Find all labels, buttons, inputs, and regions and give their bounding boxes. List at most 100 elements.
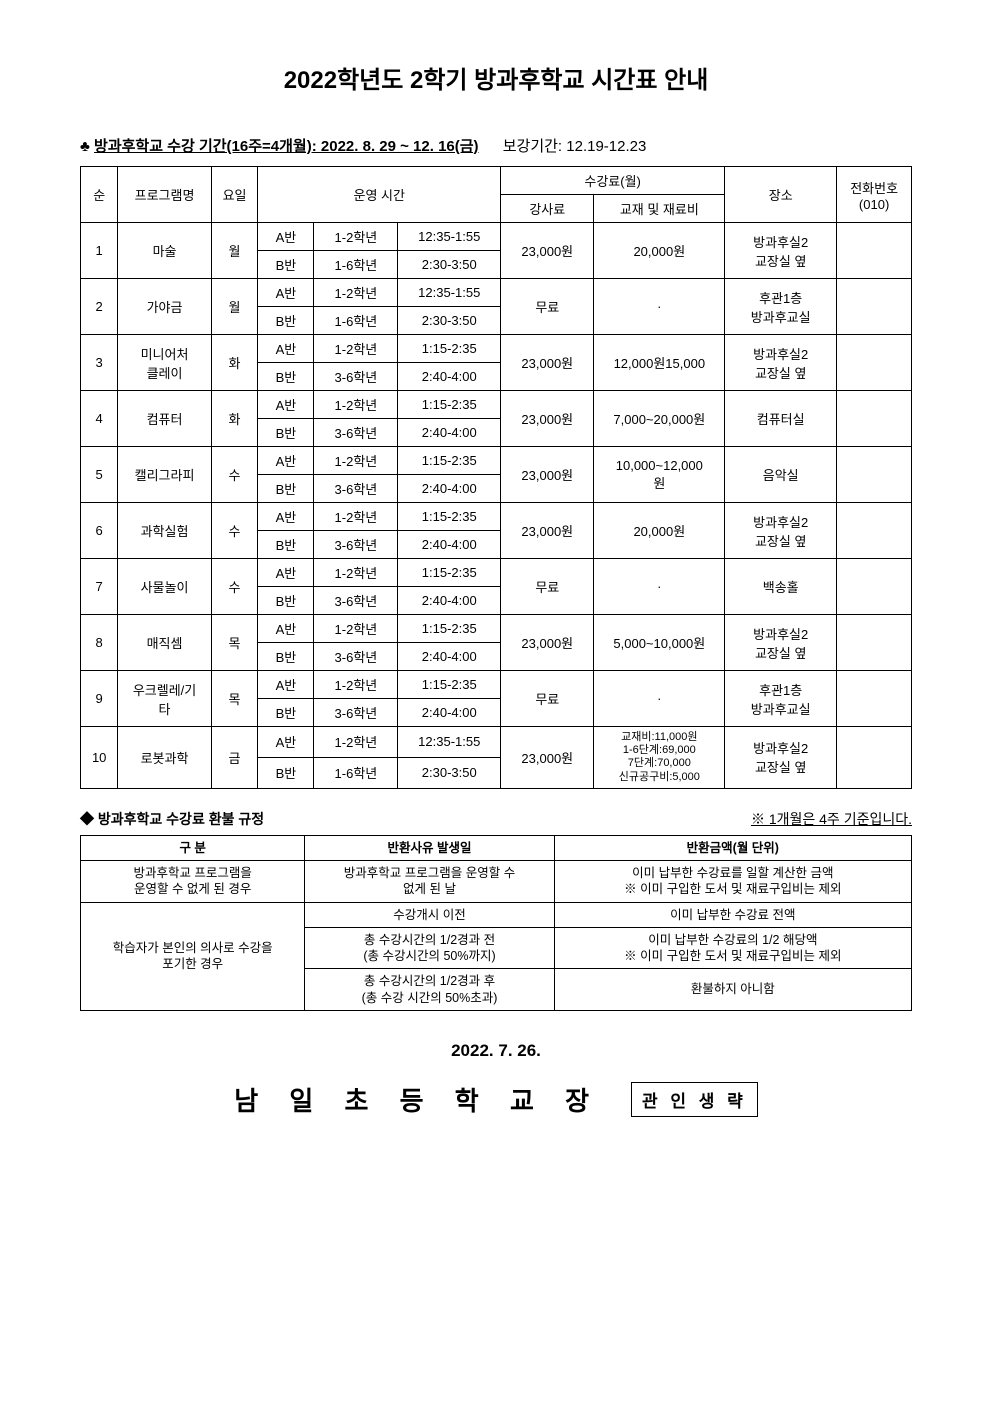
cell-phone — [837, 559, 912, 615]
header-program: 프로그램명 — [118, 167, 211, 223]
cell-fee: 23,000원 — [501, 615, 594, 671]
cell-grade-a: 1-2학년 — [314, 223, 398, 251]
cell-grade-a: 1-2학년 — [314, 727, 398, 758]
cell-class-b: B반 — [258, 251, 314, 279]
cell-day: 화 — [211, 391, 258, 447]
cell-program: 과학실험 — [118, 503, 211, 559]
cell-time-b: 2:40-4:00 — [398, 419, 501, 447]
refund-cat: 방과후학교 프로그램을운영할 수 없게 된 경우 — [81, 861, 305, 903]
cell-time-b: 2:30-3:50 — [398, 307, 501, 335]
cell-material: 7,000~20,000원 — [594, 391, 725, 447]
cell-program: 미니어처클레이 — [118, 335, 211, 391]
cell-num: 5 — [81, 447, 118, 503]
header-optime: 운영 시간 — [258, 167, 501, 223]
cell-location: 컴퓨터실 — [725, 391, 837, 447]
cell-grade-b: 3-6학년 — [314, 475, 398, 503]
period-makeup: 보강기간: 12.19-12.23 — [503, 138, 647, 155]
header-fee-left: 강사료 — [501, 195, 594, 223]
cell-location: 방과후실2교장실 옆 — [725, 727, 837, 789]
club-icon: ♣ — [80, 138, 90, 155]
cell-program: 마술 — [118, 223, 211, 279]
cell-grade-b: 3-6학년 — [314, 643, 398, 671]
cell-grade-a: 1-2학년 — [314, 559, 398, 587]
cell-class-a: A반 — [258, 391, 314, 419]
cell-time-a: 1:15-2:35 — [398, 671, 501, 699]
cell-class-a: A반 — [258, 223, 314, 251]
cell-fee: 23,000원 — [501, 727, 594, 789]
header-fee-top: 수강료(월) — [501, 167, 725, 195]
schedule-table: 순 프로그램명 요일 운영 시간 수강료(월) 장소 전화번호(010) 강사료… — [80, 166, 912, 789]
cell-grade-a: 1-2학년 — [314, 615, 398, 643]
cell-location: 방과후실2교장실 옆 — [725, 223, 837, 279]
cell-class-a: A반 — [258, 727, 314, 758]
header-phone: 전화번호(010) — [837, 167, 912, 223]
cell-time-b: 2:40-4:00 — [398, 643, 501, 671]
cell-fee: 23,000원 — [501, 223, 594, 279]
refund-amt: 이미 납부한 수강료의 1/2 해당액※ 이미 구입한 도서 및 재료구입비는 … — [554, 927, 911, 969]
refund-header-amt: 반환금액(월 단위) — [554, 835, 911, 860]
cell-num: 9 — [81, 671, 118, 727]
cell-time-a: 12:35-1:55 — [398, 223, 501, 251]
cell-time-a: 12:35-1:55 — [398, 727, 501, 758]
cell-class-b: B반 — [258, 419, 314, 447]
cell-phone — [837, 503, 912, 559]
cell-phone — [837, 279, 912, 335]
cell-time-a: 12:35-1:55 — [398, 279, 501, 307]
cell-grade-a: 1-2학년 — [314, 671, 398, 699]
cell-material: · — [594, 559, 725, 615]
cell-day: 월 — [211, 223, 258, 279]
cell-fee: 23,000원 — [501, 335, 594, 391]
refund-note: ※ 1개월은 4주 기준입니다. — [751, 809, 912, 829]
cell-phone — [837, 223, 912, 279]
refund-cat: 학습자가 본인의 의사로 수강을포기한 경우 — [81, 902, 305, 1010]
header-location: 장소 — [725, 167, 837, 223]
cell-day: 수 — [211, 559, 258, 615]
period-line: ♣ 방과후학교 수강 기간(16주=4개월): 2022. 8. 29 ~ 12… — [80, 135, 912, 156]
cell-fee: 무료 — [501, 559, 594, 615]
cell-material: · — [594, 671, 725, 727]
refund-header-when: 반환사유 발생일 — [305, 835, 554, 860]
header-num: 순 — [81, 167, 118, 223]
cell-program: 로봇과학 — [118, 727, 211, 789]
cell-program: 우크렐레/기타 — [118, 671, 211, 727]
cell-class-a: A반 — [258, 279, 314, 307]
cell-time-b: 2:40-4:00 — [398, 699, 501, 727]
cell-location: 음악실 — [725, 447, 837, 503]
cell-grade-b: 3-6학년 — [314, 363, 398, 391]
seal-omitted: 관 인 생 략 — [631, 1082, 758, 1117]
cell-phone — [837, 671, 912, 727]
cell-time-a: 1:15-2:35 — [398, 503, 501, 531]
cell-grade-b: 1-6학년 — [314, 307, 398, 335]
cell-num: 8 — [81, 615, 118, 671]
cell-material: 20,000원 — [594, 503, 725, 559]
cell-grade-b: 1-6학년 — [314, 757, 398, 788]
refund-title: ◆ 방과후학교 수강료 환불 규정 — [80, 809, 264, 829]
cell-class-b: B반 — [258, 757, 314, 788]
cell-class-b: B반 — [258, 475, 314, 503]
cell-fee: 23,000원 — [501, 503, 594, 559]
cell-num: 6 — [81, 503, 118, 559]
refund-when: 방과후학교 프로그램을 운영할 수없게 된 날 — [305, 861, 554, 903]
refund-header-cat: 구 분 — [81, 835, 305, 860]
cell-num: 3 — [81, 335, 118, 391]
refund-amt: 환불하지 아니함 — [554, 969, 911, 1011]
cell-num: 1 — [81, 223, 118, 279]
cell-grade-a: 1-2학년 — [314, 391, 398, 419]
cell-phone — [837, 447, 912, 503]
period-main: 방과후학교 수강 기간(16주=4개월): 2022. 8. 29 ~ 12. … — [94, 138, 479, 155]
cell-grade-b: 3-6학년 — [314, 587, 398, 615]
cell-day: 금 — [211, 727, 258, 789]
header-day: 요일 — [211, 167, 258, 223]
cell-time-b: 2:40-4:00 — [398, 587, 501, 615]
refund-when: 총 수강시간의 1/2경과 후(총 수강 시간의 50%초과) — [305, 969, 554, 1011]
cell-grade-a: 1-2학년 — [314, 335, 398, 363]
cell-class-a: A반 — [258, 335, 314, 363]
refund-when: 총 수강시간의 1/2경과 전(총 수강시간의 50%까지) — [305, 927, 554, 969]
cell-day: 수 — [211, 447, 258, 503]
cell-time-a: 1:15-2:35 — [398, 447, 501, 475]
cell-location: 후관1층방과후교실 — [725, 279, 837, 335]
cell-class-a: A반 — [258, 447, 314, 475]
refund-amt: 이미 납부한 수강료 전액 — [554, 902, 911, 927]
cell-fee: 23,000원 — [501, 447, 594, 503]
cell-time-b: 2:30-3:50 — [398, 251, 501, 279]
